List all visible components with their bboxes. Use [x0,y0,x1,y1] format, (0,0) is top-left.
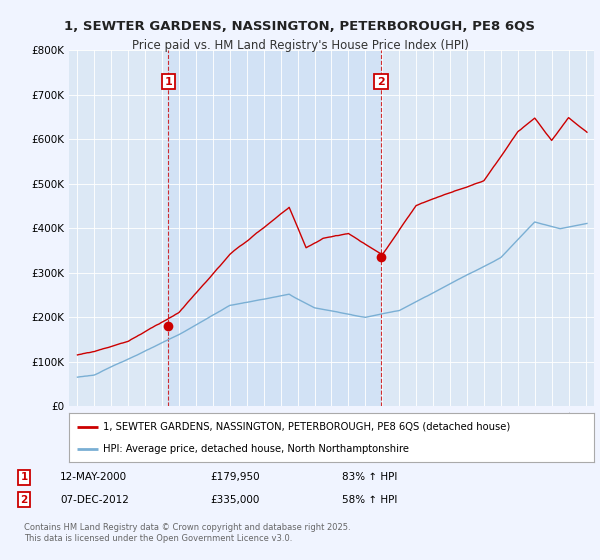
Bar [169,50,381,406]
Text: 58% ↑ HPI: 58% ↑ HPI [342,494,397,505]
Text: Contains HM Land Registry data © Crown copyright and database right 2025.
This d: Contains HM Land Registry data © Crown c… [24,524,350,543]
Text: 1, SEWTER GARDENS, NASSINGTON, PETERBOROUGH, PE8 6QS: 1, SEWTER GARDENS, NASSINGTON, PETERBORO… [65,20,536,32]
Text: 07-DEC-2012: 07-DEC-2012 [60,494,129,505]
Text: HPI: Average price, detached house, North Northamptonshire: HPI: Average price, detached house, Nort… [103,444,409,454]
Text: £335,000: £335,000 [210,494,259,505]
Text: 1, SEWTER GARDENS, NASSINGTON, PETERBOROUGH, PE8 6QS (detached house): 1, SEWTER GARDENS, NASSINGTON, PETERBORO… [103,422,511,432]
Text: Price paid vs. HM Land Registry's House Price Index (HPI): Price paid vs. HM Land Registry's House … [131,39,469,52]
Text: 2: 2 [377,77,385,86]
Text: 1: 1 [164,77,172,86]
Text: 1: 1 [20,472,28,482]
Text: £179,950: £179,950 [210,472,260,482]
Text: 2: 2 [20,494,28,505]
Text: 83% ↑ HPI: 83% ↑ HPI [342,472,397,482]
Text: 12-MAY-2000: 12-MAY-2000 [60,472,127,482]
